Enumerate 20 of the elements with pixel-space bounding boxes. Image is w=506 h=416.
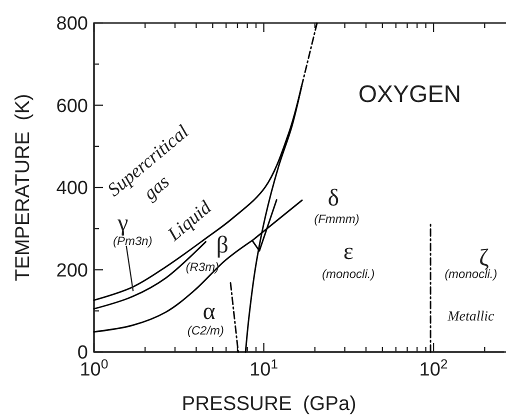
annotation: ε xyxy=(343,238,354,265)
annotation: Metallic xyxy=(446,309,496,324)
x-tick-label: 10$^{1}$ xyxy=(250,356,278,380)
annotation: δ xyxy=(328,185,340,212)
text: OXYGEN xyxy=(358,81,462,108)
y-tick-label: 800 xyxy=(56,14,88,35)
y-tick-label: 400 xyxy=(56,178,88,200)
y-tick-label: 600 xyxy=(56,96,88,117)
annotation: β xyxy=(216,232,228,259)
annotation: (R3m) xyxy=(186,260,220,274)
x-tick-label: 10$^{2}$ xyxy=(419,356,448,380)
annotation: (C2/m) xyxy=(187,323,224,338)
y-tick-label: 200 xyxy=(56,260,88,282)
annotation: ζ xyxy=(478,245,489,272)
x-axis-title: PRESSURE (GPa) xyxy=(182,393,356,415)
annotation: (monocli.) xyxy=(322,267,375,282)
annotation: γ xyxy=(116,210,129,236)
annotation: (Fmmm) xyxy=(314,212,360,226)
y-axis-title: TEMPERATURE (K) xyxy=(12,94,34,282)
annotation: α xyxy=(202,298,216,325)
